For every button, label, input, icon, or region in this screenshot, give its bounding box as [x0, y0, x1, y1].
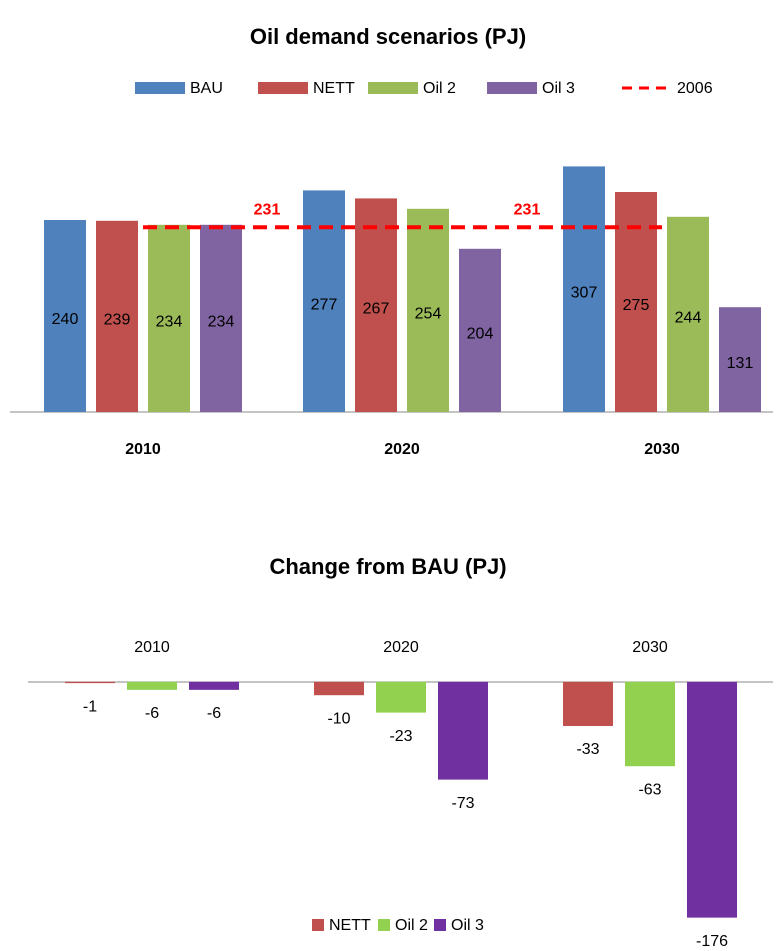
data-label: 231 — [514, 201, 541, 218]
data-label: 231 — [254, 201, 281, 218]
legend-swatch — [368, 82, 418, 94]
data-label: 244 — [675, 310, 702, 327]
data-label: -10 — [327, 710, 350, 727]
data-label: -63 — [638, 781, 661, 798]
data-label: 240 — [52, 311, 79, 328]
data-label: 307 — [571, 284, 598, 301]
bar — [127, 681, 177, 690]
data-label: 267 — [363, 300, 390, 317]
data-label: 277 — [311, 296, 338, 313]
data-label: 275 — [623, 297, 650, 314]
bar — [44, 220, 86, 412]
legend-label: Oil 3 — [542, 80, 575, 97]
data-label: -73 — [451, 795, 474, 812]
chart-title: Oil demand scenarios (PJ) — [250, 24, 526, 49]
data-label: 254 — [415, 306, 442, 323]
legend-label: Oil 3 — [451, 917, 484, 934]
x-tick-label: 2020 — [384, 441, 420, 458]
data-label: -23 — [389, 728, 412, 745]
legend-label: Oil 2 — [395, 917, 428, 934]
legend-label: Oil 2 — [423, 80, 456, 97]
x-tick-label: 2010 — [125, 441, 161, 458]
data-label: 131 — [727, 355, 754, 372]
bar — [65, 681, 115, 684]
bar — [314, 681, 364, 696]
x-tick-label: 2030 — [632, 639, 668, 656]
bar — [96, 220, 138, 412]
bar — [563, 166, 605, 412]
x-tick-label: 2010 — [134, 639, 170, 656]
data-label: -33 — [576, 741, 599, 758]
legend-label: BAU — [190, 80, 223, 97]
data-label: 239 — [104, 312, 131, 329]
bar — [459, 248, 501, 412]
legend-label: NETT — [329, 917, 371, 934]
bar — [563, 681, 613, 727]
x-tick-label: 2030 — [644, 441, 680, 458]
legend-swatch — [487, 82, 537, 94]
bar — [667, 216, 709, 412]
legend-swatch — [135, 82, 185, 94]
chart-title: Change from BAU (PJ) — [269, 554, 506, 579]
data-label: 204 — [467, 326, 494, 343]
bar — [719, 307, 761, 412]
legend-label: NETT — [313, 80, 355, 97]
legend-swatch — [258, 82, 308, 94]
bar — [687, 681, 737, 918]
bar — [376, 681, 426, 713]
bar — [407, 208, 449, 412]
data-label: 234 — [208, 314, 235, 331]
bar — [200, 224, 242, 412]
data-label: -6 — [207, 705, 221, 722]
bar — [148, 224, 190, 412]
data-label: -1 — [83, 698, 97, 715]
legend-swatch — [378, 919, 390, 931]
data-label: -6 — [145, 705, 159, 722]
legend-label: 2006 — [677, 80, 713, 97]
legend-swatch — [312, 919, 324, 931]
bar — [625, 681, 675, 767]
legend-swatch — [434, 919, 446, 931]
data-label: -176 — [696, 933, 728, 950]
bar — [438, 681, 488, 780]
data-label: 234 — [156, 314, 183, 331]
bar — [189, 681, 239, 690]
x-tick-label: 2020 — [383, 639, 419, 656]
bar — [355, 198, 397, 412]
